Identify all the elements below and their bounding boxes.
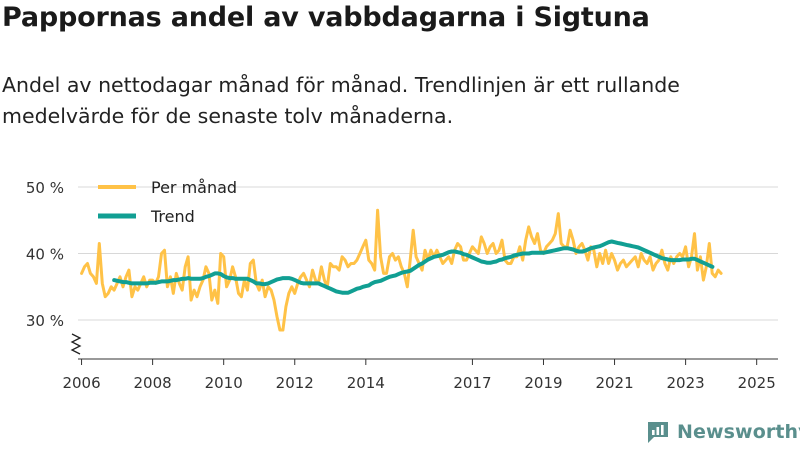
legend-label: Per månad <box>151 178 237 197</box>
newsworthy-logo: Newsworthy <box>645 419 800 445</box>
x-tick-label: 2012 <box>276 374 314 392</box>
y-tick-label: 30 % <box>26 312 64 330</box>
x-tick-label: 2025 <box>738 374 776 392</box>
brand-name: Newsworthy <box>677 421 800 443</box>
series-line-per-manad <box>80 208 723 332</box>
x-tick-label: 2014 <box>347 374 385 392</box>
y-tick-label: 40 % <box>26 246 64 264</box>
x-tick-label: 2023 <box>667 374 705 392</box>
axis-break-icon <box>70 333 82 355</box>
x-tick-label: 2008 <box>134 374 172 392</box>
x-tick-label: 2006 <box>62 374 100 392</box>
newsworthy-logo-icon <box>648 422 668 443</box>
chart-title: Pappornas andel av vabbdagarna i Sigtuna <box>2 2 650 33</box>
legend-label: Trend <box>150 207 195 226</box>
x-tick-label: 2017 <box>453 374 491 392</box>
x-tick-label: 2010 <box>205 374 243 392</box>
x-tick-label: 2019 <box>524 374 562 392</box>
series-line-trend <box>112 239 715 295</box>
y-tick-label: 50 % <box>26 179 64 197</box>
chart-subtitle: Andel av nettodagar månad för månad. Tre… <box>2 73 680 128</box>
x-tick-label: 2021 <box>595 374 633 392</box>
